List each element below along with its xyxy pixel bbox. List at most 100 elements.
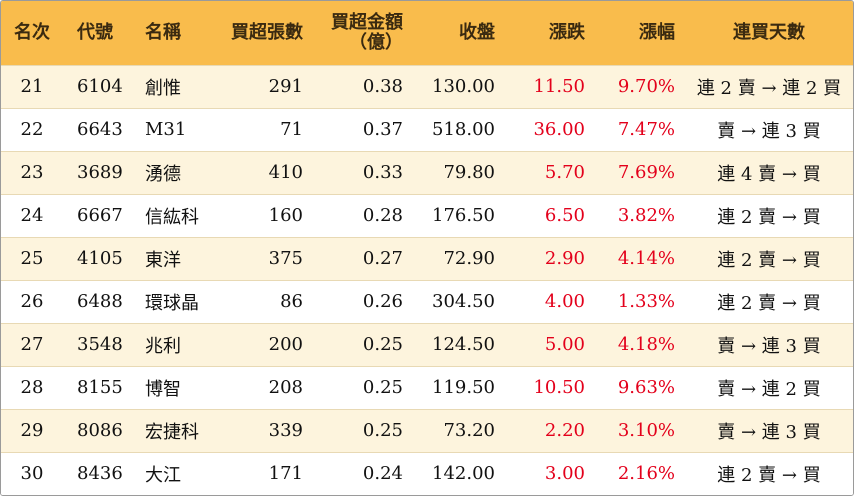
table-row[interactable]: 23 3689 湧德 410 0.33 79.80 5.70 7.69% 連 4 賣 → 買 [1, 150, 853, 194]
cell-close: 130.00 [413, 64, 505, 108]
cell-name: 湧德 [133, 150, 213, 194]
header-buy-amount-label: 買超金額 [331, 11, 403, 33]
cell-buy-lots: 71 [213, 107, 313, 151]
cell-buy-lots: 86 [213, 279, 313, 323]
cell-streak: 賣 → 連 3 買 [685, 408, 853, 452]
cell-close: 79.80 [413, 150, 505, 194]
cell-change: 2.90 [505, 236, 595, 280]
table-row[interactable]: 29 8086 宏捷科 339 0.25 73.20 2.20 3.10% 賣 → 連 3 買 [1, 408, 853, 452]
cell-change: 2.20 [505, 408, 595, 452]
cell-buy-amount: 0.25 [313, 365, 413, 409]
cell-buy-amount: 0.27 [313, 236, 413, 280]
cell-buy-amount: 0.28 [313, 193, 413, 237]
cell-change: 4.00 [505, 279, 595, 323]
cell-code: 8086 [63, 408, 133, 452]
cell-buy-amount: 0.26 [313, 279, 413, 323]
cell-streak: 賣 → 連 3 買 [685, 107, 853, 151]
header-buy-lots[interactable]: 買超張數 [231, 21, 303, 43]
cell-buy-amount: 0.24 [313, 451, 413, 495]
cell-change-pct: 4.18% [595, 322, 685, 366]
cell-buy-amount: 0.33 [313, 150, 413, 194]
cell-close: 72.90 [413, 236, 505, 280]
cell-close: 142.00 [413, 451, 505, 495]
cell-code: 8155 [63, 365, 133, 409]
cell-rank: 24 [1, 193, 63, 237]
cell-change-pct: 3.82% [595, 193, 685, 237]
cell-name: 大江 [133, 451, 213, 495]
cell-buy-lots: 208 [213, 365, 313, 409]
header-streak[interactable]: 連買天數 [733, 21, 805, 43]
table-row[interactable]: 27 3548 兆利 200 0.25 124.50 5.00 4.18% 賣 → 連 3 買 [1, 322, 853, 366]
header-rank[interactable]: 名次 [14, 21, 50, 43]
cell-name: 信紘科 [133, 193, 213, 237]
cell-streak: 連 2 賣 → 買 [685, 236, 853, 280]
cell-name: M31 [133, 107, 213, 151]
header-code[interactable]: 代號 [77, 21, 113, 43]
cell-buy-lots: 171 [213, 451, 313, 495]
cell-change: 3.00 [505, 451, 595, 495]
cell-change-pct: 7.69% [595, 150, 685, 194]
cell-close: 119.50 [413, 365, 505, 409]
cell-buy-amount: 0.37 [313, 107, 413, 151]
cell-code: 6667 [63, 193, 133, 237]
cell-streak: 連 2 賣 → 連 2 買 [685, 64, 853, 108]
cell-buy-amount: 0.38 [313, 64, 413, 108]
table-row[interactable]: 21 6104 創惟 291 0.38 130.00 11.50 9.70% 連 2 賣 → 連… [1, 64, 853, 108]
cell-streak: 連 2 賣 → 買 [685, 279, 853, 323]
cell-rank: 30 [1, 451, 63, 495]
header-close[interactable]: 收盤 [459, 21, 495, 43]
cell-rank: 26 [1, 279, 63, 323]
table-body: 21 6104 創惟 291 0.38 130.00 11.50 9.70% 連 2 賣 → 連… [1, 64, 853, 495]
cell-code: 3689 [63, 150, 133, 194]
cell-change: 10.50 [505, 365, 595, 409]
table-row[interactable]: 25 4105 東洋 375 0.27 72.90 2.90 4.14% 連 2 賣 → 買 [1, 236, 853, 280]
cell-name: 創惟 [133, 64, 213, 108]
cell-change: 5.00 [505, 322, 595, 366]
cell-name: 東洋 [133, 236, 213, 280]
cell-buy-amount: 0.25 [313, 322, 413, 366]
header-change[interactable]: 漲跌 [549, 21, 585, 43]
cell-streak: 連 2 賣 → 買 [685, 451, 853, 495]
cell-change: 6.50 [505, 193, 595, 237]
cell-rank: 21 [1, 64, 63, 108]
cell-change-pct: 1.33% [595, 279, 685, 323]
table-row[interactable]: 28 8155 博智 208 0.25 119.50 10.50 9.63% 賣 → 連 2 買 [1, 365, 853, 409]
cell-code: 8436 [63, 451, 133, 495]
header-buy-amount-unit: （億） [349, 31, 403, 53]
cell-name: 兆利 [133, 322, 213, 366]
cell-close: 176.50 [413, 193, 505, 237]
cell-rank: 23 [1, 150, 63, 194]
table-row[interactable]: 26 6488 環球晶 86 0.26 304.50 4.00 1.33% 連 2 賣 → 買 [1, 279, 853, 323]
cell-change: 11.50 [505, 64, 595, 108]
cell-name: 環球晶 [133, 279, 213, 323]
cell-buy-amount: 0.25 [313, 408, 413, 452]
table-row[interactable]: 24 6667 信紘科 160 0.28 176.50 6.50 3.82% 連 2 賣 → 買 [1, 193, 853, 237]
cell-close: 124.50 [413, 322, 505, 366]
table-row[interactable]: 22 6643 M31 71 0.37 518.00 36.00 7.47% 賣 → 連 3 買 [1, 107, 853, 151]
cell-code: 6104 [63, 64, 133, 108]
cell-buy-lots: 200 [213, 322, 313, 366]
cell-change-pct: 7.47% [595, 107, 685, 151]
cell-rank: 27 [1, 322, 63, 366]
cell-code: 4105 [63, 236, 133, 280]
cell-streak: 連 4 賣 → 買 [685, 150, 853, 194]
header-change-pct[interactable]: 漲幅 [639, 21, 675, 43]
header-buy-amount[interactable]: 買超金額 （億） [313, 1, 413, 65]
cell-change-pct: 2.16% [595, 451, 685, 495]
cell-change: 5.70 [505, 150, 595, 194]
cell-buy-lots: 160 [213, 193, 313, 237]
cell-name: 博智 [133, 365, 213, 409]
cell-streak: 連 2 賣 → 買 [685, 193, 853, 237]
header-row: 名次 代號 名稱 買超張數 買超金額 （億） 收盤 漲跌 漲幅 連買天數 [1, 1, 853, 65]
cell-change-pct: 3.10% [595, 408, 685, 452]
table-row[interactable]: 30 8436 大江 171 0.24 142.00 3.00 2.16% 連 2 賣 → 買 [1, 451, 853, 495]
header-name[interactable]: 名稱 [145, 21, 181, 43]
cell-buy-lots: 410 [213, 150, 313, 194]
cell-buy-lots: 339 [213, 408, 313, 452]
cell-rank: 29 [1, 408, 63, 452]
cell-streak: 賣 → 連 2 買 [685, 365, 853, 409]
cell-rank: 28 [1, 365, 63, 409]
cell-close: 304.50 [413, 279, 505, 323]
